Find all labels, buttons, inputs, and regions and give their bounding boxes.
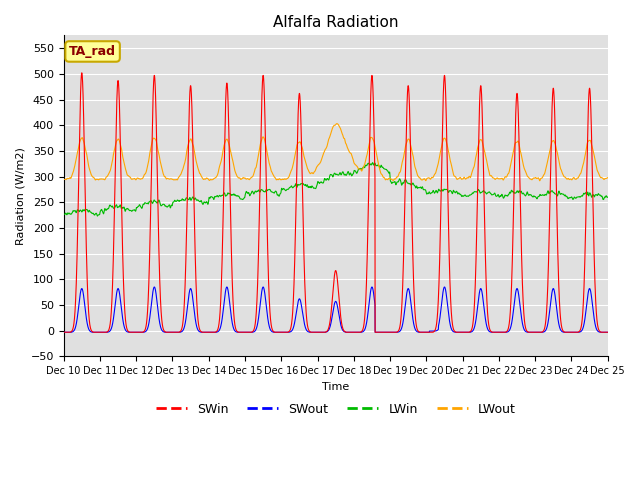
Text: TA_rad: TA_rad bbox=[69, 45, 116, 58]
Y-axis label: Radiation (W/m2): Radiation (W/m2) bbox=[15, 147, 25, 245]
X-axis label: Time: Time bbox=[322, 382, 349, 392]
Title: Alfalfa Radiation: Alfalfa Radiation bbox=[273, 15, 399, 30]
Legend: SWin, SWout, LWin, LWout: SWin, SWout, LWin, LWout bbox=[150, 398, 521, 420]
